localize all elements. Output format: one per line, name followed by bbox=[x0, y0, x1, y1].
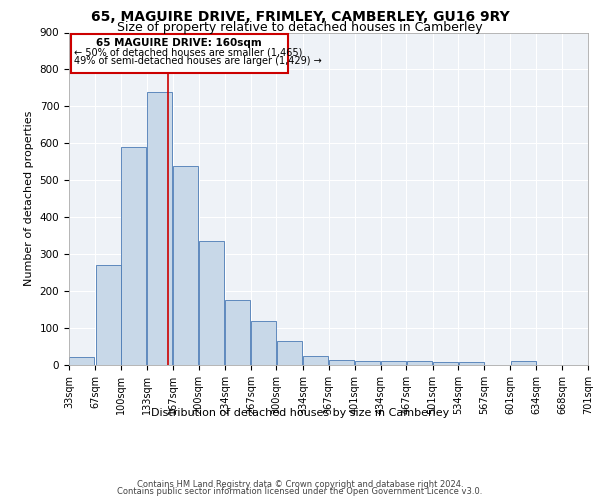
Bar bbox=[226, 300, 250, 365]
Bar bbox=[303, 356, 328, 365]
Bar bbox=[199, 241, 224, 365]
Bar bbox=[458, 362, 484, 365]
Text: 65 MAGUIRE DRIVE: 160sqm: 65 MAGUIRE DRIVE: 160sqm bbox=[97, 38, 262, 48]
Text: ← 50% of detached houses are smaller (1,465): ← 50% of detached houses are smaller (1,… bbox=[74, 48, 302, 58]
Text: 49% of semi-detached houses are larger (1,429) →: 49% of semi-detached houses are larger (… bbox=[74, 56, 322, 66]
Text: Size of property relative to detached houses in Camberley: Size of property relative to detached ho… bbox=[117, 22, 483, 35]
Text: Contains public sector information licensed under the Open Government Licence v3: Contains public sector information licen… bbox=[118, 488, 482, 496]
Bar bbox=[96, 265, 121, 365]
Bar bbox=[277, 341, 302, 365]
Bar bbox=[121, 147, 146, 365]
Y-axis label: Number of detached properties: Number of detached properties bbox=[24, 111, 34, 286]
Bar bbox=[511, 362, 536, 365]
Bar bbox=[251, 320, 276, 365]
Text: 65, MAGUIRE DRIVE, FRIMLEY, CAMBERLEY, GU16 9RY: 65, MAGUIRE DRIVE, FRIMLEY, CAMBERLEY, G… bbox=[91, 10, 509, 24]
Text: Distribution of detached houses by size in Camberley: Distribution of detached houses by size … bbox=[151, 408, 449, 418]
Bar bbox=[407, 362, 431, 365]
Bar bbox=[147, 92, 172, 365]
Bar bbox=[355, 360, 380, 365]
Bar bbox=[173, 166, 199, 365]
FancyBboxPatch shape bbox=[71, 34, 288, 73]
Bar bbox=[329, 360, 354, 365]
Bar bbox=[70, 357, 94, 365]
Text: Contains HM Land Registry data © Crown copyright and database right 2024.: Contains HM Land Registry data © Crown c… bbox=[137, 480, 463, 489]
Bar bbox=[381, 362, 406, 365]
Bar bbox=[433, 362, 458, 365]
